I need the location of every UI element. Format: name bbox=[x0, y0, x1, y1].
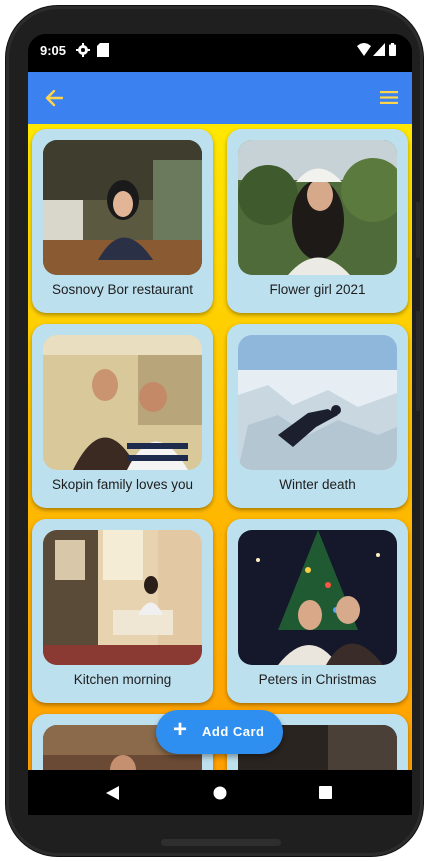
power-button bbox=[416, 202, 421, 258]
photo-card[interactable]: Sosnovy Bor restaurant bbox=[32, 129, 213, 313]
settings-gear-icon bbox=[76, 43, 90, 57]
card-caption: Winter death bbox=[279, 477, 356, 492]
photo-card[interactable]: Skopin family loves you bbox=[32, 324, 213, 508]
status-bar: 9:05 bbox=[28, 34, 412, 72]
card-photo bbox=[238, 140, 397, 275]
phone-frame: 9:05 bbox=[6, 6, 423, 856]
volume-button bbox=[416, 311, 421, 411]
square-recents-icon[interactable] bbox=[319, 786, 332, 799]
wifi-icon bbox=[357, 43, 371, 56]
photo-card[interactable]: Winter death bbox=[227, 324, 408, 508]
card-photo bbox=[238, 335, 397, 470]
screen: 9:05 bbox=[28, 34, 412, 815]
hamburger-menu-icon[interactable] bbox=[380, 90, 398, 105]
app-bar bbox=[28, 72, 412, 124]
arrow-left-icon[interactable] bbox=[45, 89, 63, 107]
system-nav-bar bbox=[28, 770, 412, 815]
card-grid: Sosnovy Bor restaurant Flo bbox=[28, 124, 412, 770]
bottom-speaker bbox=[161, 839, 281, 846]
card-caption: Flower girl 2021 bbox=[269, 282, 366, 297]
battery-icon bbox=[389, 43, 396, 56]
card-caption: Skopin family loves you bbox=[51, 477, 194, 492]
card-caption: Peters in Christmas bbox=[258, 672, 377, 687]
circle-home-icon[interactable] bbox=[213, 786, 227, 800]
card-caption: Kitchen morning bbox=[73, 672, 172, 687]
triangle-back-icon[interactable] bbox=[106, 786, 119, 800]
status-time: 9:05 bbox=[40, 43, 67, 58]
photo-card[interactable]: Flower girl 2021 bbox=[227, 129, 408, 313]
add-card-label: Add Card bbox=[202, 724, 265, 739]
card-photo bbox=[43, 530, 202, 665]
card-caption: Sosnovy Bor restaurant bbox=[51, 282, 194, 297]
plus-icon: + bbox=[173, 716, 188, 743]
photo-card[interactable]: Peters in Christmas bbox=[227, 519, 408, 703]
cellular-signal-icon bbox=[373, 43, 385, 56]
add-card-button[interactable]: + Add Card bbox=[156, 710, 283, 754]
sd-card-icon bbox=[97, 43, 109, 57]
card-photo bbox=[43, 140, 202, 275]
photo-card[interactable]: Kitchen morning bbox=[32, 519, 213, 703]
card-photo bbox=[43, 335, 202, 470]
card-photo bbox=[238, 530, 397, 665]
